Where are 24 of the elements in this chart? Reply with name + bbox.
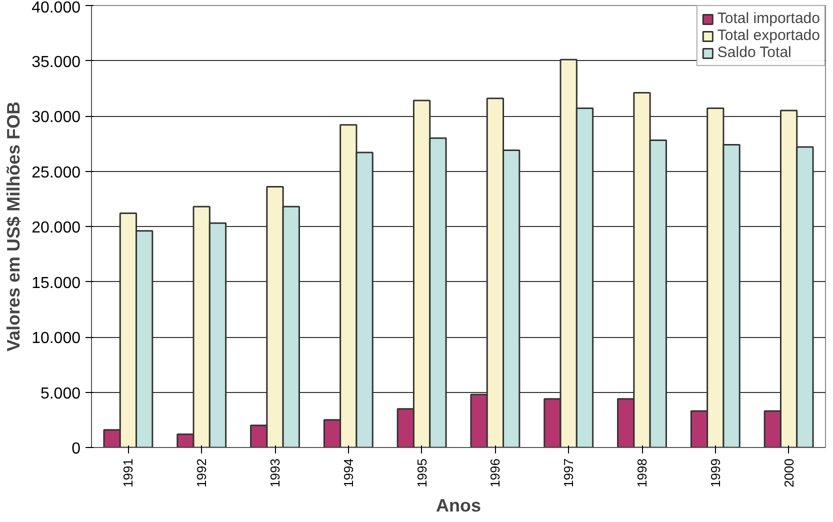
y-tick-label: 15.000 [32, 274, 81, 292]
y-tick-label: 35.000 [32, 54, 81, 71]
legend-label: Total importado [717, 10, 820, 27]
x-tick-label: 1996 [488, 458, 503, 488]
y-tick-label: 5.000 [40, 385, 81, 402]
x-tick-label: 1994 [340, 458, 356, 488]
y-tick-label: 10.000 [32, 330, 81, 347]
x-tick-label: 2000 [781, 458, 796, 488]
x-tick-label: 1999 [708, 458, 723, 488]
y-tick-label: 25.000 [32, 164, 81, 182]
x-axis-title: Anos [436, 495, 481, 516]
y-tick-label: 0 [72, 440, 81, 458]
y-tick-label: 40.000 [32, 0, 81, 16]
y-axis-title: Valores em US$ Milhões FOB [4, 101, 24, 352]
x-tick-label: 1998 [634, 458, 650, 488]
legend-label: Total exportado [717, 27, 820, 44]
x-tick-label: 1992 [194, 458, 210, 488]
x-tick-label: 1995 [414, 458, 430, 488]
y-tick-label: 20.000 [32, 220, 81, 236]
x-tick-label: 1997 [561, 458, 576, 488]
y-tick-label: 30.000 [32, 109, 81, 126]
legend-label: Saldo Total [717, 44, 792, 61]
x-tick-label: 1991 [120, 458, 136, 488]
x-tick-label: 1993 [268, 458, 282, 488]
